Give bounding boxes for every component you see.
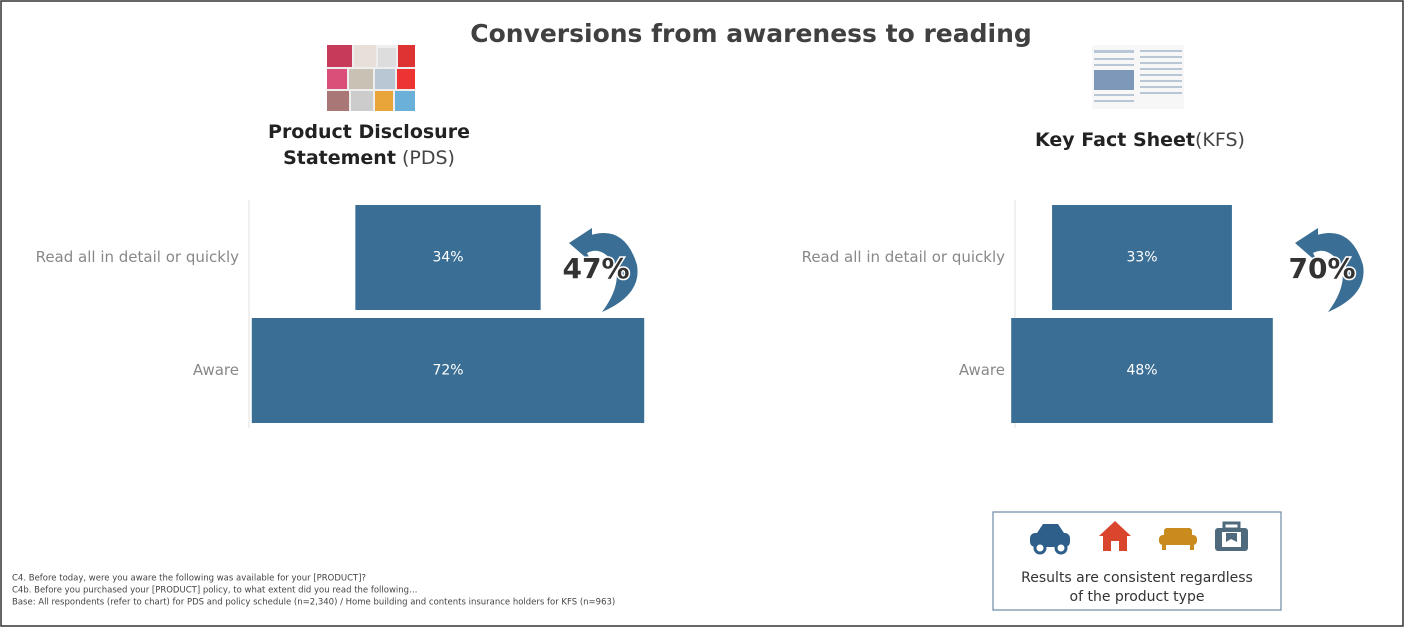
note-line: of the product type (1070, 589, 1205, 605)
slide-title: Conversions from awareness to reading (470, 19, 1032, 48)
footnote: C4. Before today, were you aware the fol… (12, 574, 366, 584)
chart-title-suffix: (KFS) (1195, 129, 1245, 151)
conversion-arrow (1295, 228, 1364, 312)
category-label: Aware (959, 361, 1005, 379)
kfs-image (1092, 45, 1184, 109)
bar (251, 318, 645, 423)
bar-value-label: 34% (432, 250, 463, 266)
conversion-label: 70% (1288, 252, 1355, 285)
chart-title-suffix: (PDS) (396, 147, 455, 169)
bar-value-label: 48% (1126, 363, 1157, 379)
note-line: Results are consistent regardless (1021, 570, 1253, 586)
house-icon (1099, 521, 1131, 551)
category-label: Read all in detail or quickly (802, 248, 1006, 266)
conversion-arrow (569, 228, 638, 312)
note-box: Results are consistent regardless of the… (992, 511, 1282, 611)
bar-value-label: 33% (1126, 250, 1157, 266)
bar-value-label: 72% (432, 363, 463, 379)
sofa-icon (1159, 528, 1197, 550)
chart-title: Statement (PDS) (283, 147, 455, 169)
category-label: Read all in detail or quickly (36, 248, 240, 266)
category-label: Aware (193, 361, 239, 379)
chart-title: Product Disclosure (268, 121, 470, 143)
chart-title-line: Statement (283, 147, 396, 169)
chart-title-line: Product Disclosure (268, 121, 470, 143)
bar (1052, 205, 1232, 310)
car-icon (1030, 524, 1070, 555)
bar (1011, 318, 1273, 423)
chart-title-line: Key Fact Sheet (1035, 129, 1195, 151)
chart-title: Key Fact Sheet(KFS) (1035, 129, 1245, 151)
bar (355, 205, 541, 310)
footnote: Base: All respondents (refer to chart) f… (12, 598, 615, 608)
conversion-label: 47% (562, 252, 629, 285)
suitcase-icon (1215, 521, 1248, 551)
pds-image (327, 45, 415, 111)
footnote: C4b. Before you purchased your [PRODUCT]… (12, 586, 418, 596)
